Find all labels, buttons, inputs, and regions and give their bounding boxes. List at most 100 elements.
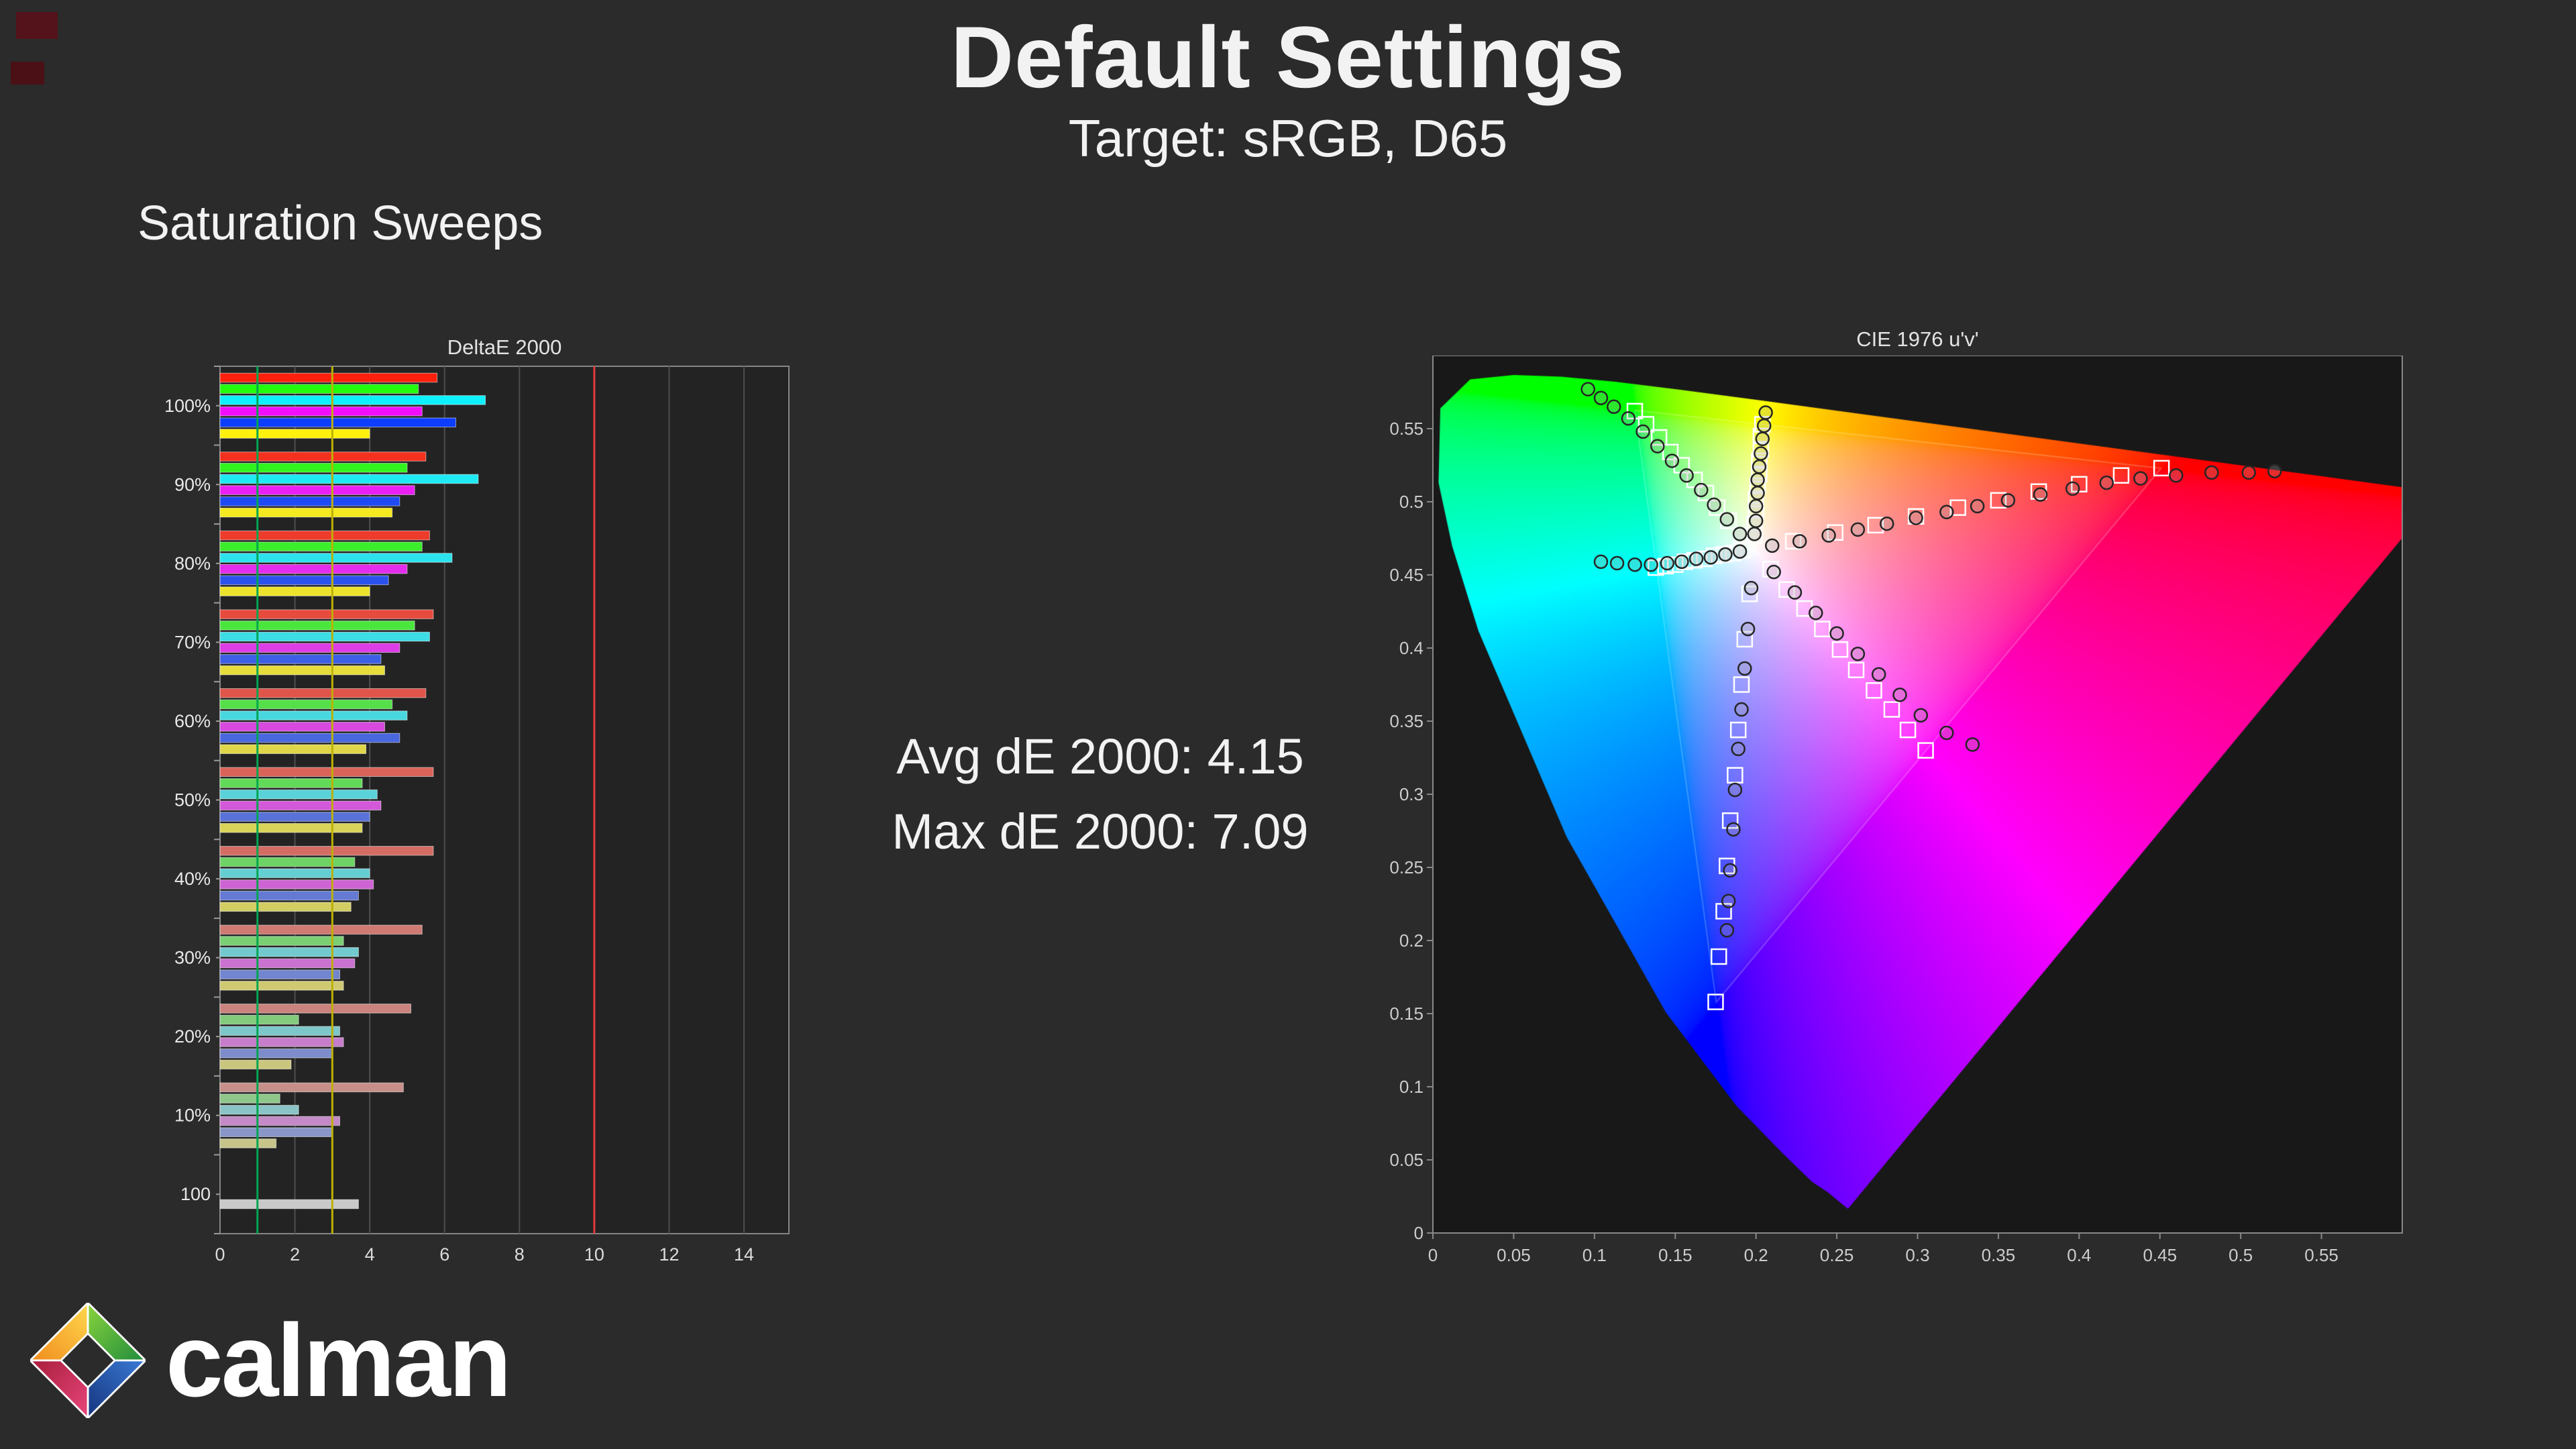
de-bar-blue [219,575,389,586]
x-tick-label: 10 [584,1244,604,1265]
de-bar-green [219,621,415,631]
de-bar-cyan [219,868,370,878]
target-point-magenta [1762,561,1779,578]
target-point-cyan [1725,545,1742,561]
de-bar-yellow [219,1138,277,1148]
y-tick-label: 0 [1414,1223,1424,1243]
group-label: 20% [174,1026,211,1046]
de-bar-green [219,1093,280,1104]
de-bar-yellow [219,902,352,912]
measured-point-yellow [1750,486,1765,500]
measured-point-red [2169,468,2184,483]
y-tick-label: 0.25 [1389,857,1424,877]
target-point-yellow [1751,466,1768,482]
logo-text: calman [166,1303,512,1418]
measured-point-magenta [1871,667,1886,682]
x-tick-label: 12 [659,1244,679,1265]
measured-point-cyan [1660,555,1674,571]
measured-point-yellow [1754,446,1768,461]
target-point-blue [1707,994,1724,1010]
measured-point-magenta [1939,725,1954,741]
de-bar-red [219,372,438,383]
measured-point-blue [1727,782,1743,798]
de-bar-yellow [219,823,363,833]
cie-gamut-canvas [1433,356,2402,1233]
target-point-magenta [1847,661,1865,678]
target-point-blue [1729,721,1747,739]
target-point-magenta [1778,581,1795,598]
measured-point-cyan [1593,554,1609,570]
measured-point-magenta [1965,737,1980,752]
logo-segment-green [87,1303,146,1362]
target-point-magenta [1866,682,1882,699]
measured-point-magenta [1892,688,1907,702]
page-title: Default Settings [951,8,1625,106]
measured-point-blue [1719,922,1735,938]
measured-point-red [1909,511,1923,525]
de-bar-magenta [219,406,423,417]
measured-point-cyan [1609,555,1625,571]
de-bar-magenta [219,564,408,574]
de-bar-yellow [219,429,370,439]
de-bar-blue [219,890,359,901]
x-tick-label: 0.1 [1582,1245,1607,1265]
x-tick-label: 0.55 [2304,1245,2339,1265]
measured-point-cyan [1718,547,1733,562]
group-label: 70% [174,632,211,652]
x-tick-label: 6 [439,1244,449,1265]
de-bar-green [219,541,423,552]
de-bar-green [219,384,419,394]
y-tick-label: 0.45 [1389,565,1424,585]
de-bar-cyan [219,947,359,957]
measured-point-cyan [1688,551,1704,566]
de-bar-yellow [219,665,385,676]
measured-point-cyan [1674,554,1689,570]
section-label: Saturation Sweeps [138,197,543,250]
y-tick-label: 0.4 [1399,638,1424,658]
de-bar-green [219,699,393,710]
x-tick-label: 0 [215,1244,225,1265]
de-bar-blue [219,733,400,743]
measured-point-blue [1721,894,1736,908]
cie-overlay: 00 0.05 0.05 0.1 0.1 0.15 0.15 0.2 0.2 0.25 0.25 0.… [1389,356,2403,1265]
measured-point-cyan [1627,557,1642,572]
measured-point-red [1850,522,1866,537]
de-bar-green [219,857,356,867]
measured-point-blue [1734,702,1749,717]
measured-point-yellow [1747,527,1762,541]
de-bar-red [219,924,423,935]
measured-point-magenta [1913,708,1929,723]
cie-chromaticity-chart: CIE 1976 u'v' 0 0 0.05 0.05 0.1 0.1 0.15 0.15 0.… [1375,327,2422,1278]
x-tick-label: 0.5 [2229,1245,2253,1265]
measured-point-green [1679,468,1694,483]
de-bar-cyan [219,395,486,405]
target-point-blue [1733,676,1750,693]
x-tick-label: 0.2 [1744,1245,1768,1265]
x-tick-label: 0 [1428,1245,1438,1265]
target-point-green [1638,416,1655,433]
target-point-cyan [1696,550,1713,568]
de-bar-magenta [219,879,374,890]
target-point-cyan [1676,553,1693,570]
de-bar-green [219,1014,299,1025]
calman-pinwheel-icon [30,1303,146,1418]
target-point-yellow [1748,502,1764,519]
calman-logo: calman [30,1303,512,1418]
group-label: 100 [180,1184,211,1204]
de-bar-magenta [219,958,356,969]
measured-point-yellow [1752,459,1767,474]
measured-point-green [1732,527,1748,541]
target-point-yellow [1749,477,1766,494]
cie-plot-area: 0 0 0.05 0.05 0.1 0.1 0.15 0.15 0.2 0.2 0.25 0.25 0.… [1375,356,2422,1278]
de-bar-magenta [219,643,400,653]
measured-point-yellow [1758,405,1773,420]
x-tick-label: 0.15 [1658,1245,1693,1265]
group-label: 50% [174,790,211,810]
x-tick-label: 0.4 [2067,1245,2091,1265]
target-point-green [1650,429,1668,446]
de-bar-cyan [219,710,408,720]
measured-point-cyan [1732,544,1748,559]
target-point-blue [1727,767,1743,784]
measured-point-green [1580,382,1595,396]
de-bar-magenta [219,1116,341,1126]
